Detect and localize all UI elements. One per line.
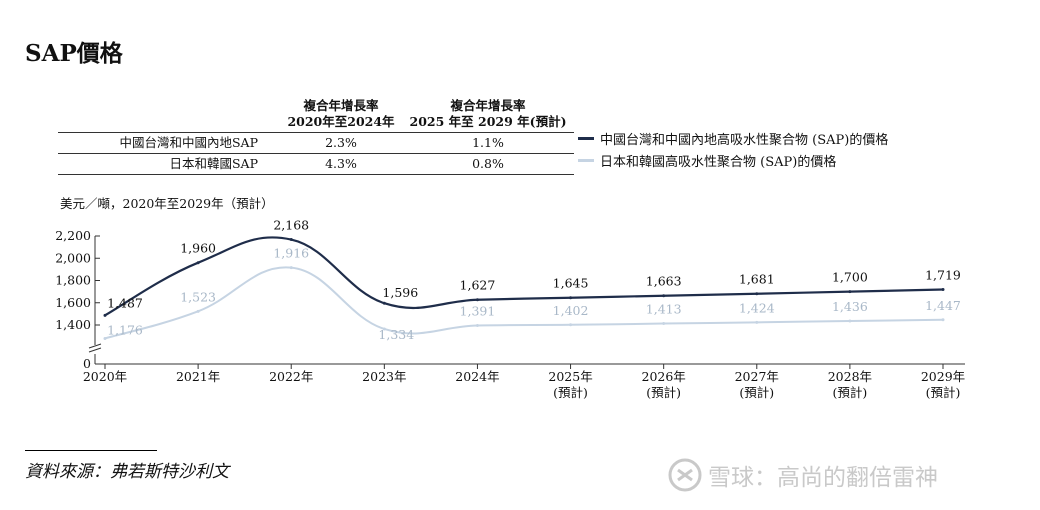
x-tick-label: 2021年 — [176, 369, 220, 384]
data-label: 1,645 — [553, 276, 589, 291]
data-label: 1,436 — [832, 299, 868, 314]
x-tick-label: (預計) — [926, 385, 961, 400]
series-line-1 — [104, 236, 944, 317]
table-row: 中國台灣和中國內地SAP 2.3% 1.1% — [58, 132, 574, 154]
legend-label-series-1: 中國台灣和中國內地高吸水性聚合物 (SAP)的價格 — [600, 132, 889, 148]
row-label: 中國台灣和中國內地SAP — [58, 132, 280, 154]
cagr-header-2020-2024: 複合年增長率 2020年至2024年 — [287, 98, 395, 129]
x-tick-label: 2029年 — [921, 369, 965, 384]
unit-label: 美元／噸，2020年至2029年（預計） — [60, 196, 274, 211]
y-tick-label: 2,000 — [55, 250, 91, 265]
source-note: 資料來源：弗若斯特沙利文 — [25, 462, 229, 482]
data-point — [941, 288, 945, 292]
data-point — [382, 327, 386, 331]
data-point — [196, 309, 200, 313]
data-point — [289, 266, 293, 270]
data-label: 1,402 — [553, 303, 589, 318]
x-tick-label: 2023年 — [362, 369, 406, 384]
data-point — [382, 301, 386, 305]
data-label: 1,596 — [382, 285, 418, 300]
data-label: 1,413 — [646, 302, 682, 317]
data-point — [103, 336, 107, 340]
x-tick-label: 2027年 — [735, 369, 779, 384]
table-row: 日本和韓國SAP 4.3% 0.8% — [58, 153, 574, 175]
y-tick-label: 1,400 — [55, 317, 91, 332]
data-label: 1,960 — [180, 241, 216, 256]
data-label: 1,700 — [832, 270, 868, 285]
y-tick-label: 2,200 — [55, 228, 91, 243]
chart-legend: 中國台灣和中國內地高吸水性聚合物 (SAP)的價格 日本和韓國高吸水性聚合物 (… — [578, 128, 888, 172]
data-point — [475, 324, 479, 328]
cagr-value: 1.1% — [402, 132, 574, 154]
source-divider — [25, 450, 157, 451]
legend-item-series-2: 日本和韓國高吸水性聚合物 (SAP)的價格 — [578, 150, 888, 170]
data-point — [569, 296, 573, 300]
x-tick-label: 2024年 — [455, 369, 499, 384]
x-tick-label: 2025年 — [548, 369, 592, 384]
data-point — [662, 294, 666, 298]
data-label: 1,719 — [925, 268, 961, 283]
x-tick-label: (預計) — [553, 385, 588, 400]
data-point — [848, 290, 852, 294]
watermark-text: 雪球：高尚的翻倍雷神 — [708, 465, 938, 491]
x-tick-label: (預計) — [739, 385, 774, 400]
data-label: 1,334 — [378, 327, 414, 342]
x-tick-label: 2020年 — [83, 369, 127, 384]
data-label: 1,424 — [739, 300, 775, 315]
x-tick-label: (預計) — [646, 385, 681, 400]
data-label: 1,447 — [925, 298, 961, 313]
legend-swatch-series-2 — [578, 158, 594, 162]
x-tick-label: 2022年 — [269, 369, 313, 384]
page-title: SAP價格 — [25, 40, 123, 67]
data-point — [475, 298, 479, 302]
y-tick-label: 1,600 — [55, 295, 91, 310]
y-tick-label: 1,800 — [55, 273, 91, 288]
data-label: 1,681 — [739, 272, 775, 287]
data-point — [103, 313, 107, 317]
data-point — [289, 238, 293, 242]
data-label: 1,487 — [107, 295, 143, 310]
data-label: 1,916 — [273, 246, 309, 261]
data-label: 1,663 — [646, 274, 682, 289]
data-label: 2,168 — [273, 218, 309, 233]
snowball-logo-icon — [668, 458, 702, 492]
data-point — [569, 323, 573, 327]
data-point — [662, 322, 666, 326]
data-point — [755, 320, 759, 324]
data-point — [848, 319, 852, 323]
y-tick-label: 0 — [83, 356, 91, 371]
data-point — [941, 318, 945, 322]
data-label: 1,627 — [460, 278, 496, 293]
cagr-value: 4.3% — [280, 153, 402, 175]
legend-swatch-series-1 — [578, 136, 594, 140]
cagr-table: 複合年增長率 2020年至2024年 複合年增長率 2025 年至 2029 年… — [58, 96, 574, 175]
legend-label-series-2: 日本和韓國高吸水性聚合物 (SAP)的價格 — [600, 154, 837, 170]
data-point — [755, 292, 759, 296]
x-tick-label: 2026年 — [642, 369, 686, 384]
cagr-header-2025-2029: 複合年增長率 2025 年至 2029 年(預計) — [409, 98, 567, 129]
data-label: 1,523 — [180, 289, 216, 304]
series-line-2 — [104, 266, 944, 340]
data-label: 1,176 — [107, 322, 143, 337]
data-label: 1,391 — [460, 304, 496, 319]
legend-item-series-1: 中國台灣和中國內地高吸水性聚合物 (SAP)的價格 — [578, 128, 888, 148]
axis-break-marker — [88, 343, 102, 353]
data-point — [196, 261, 200, 265]
watermark: 雪球：高尚的翻倍雷神 — [668, 458, 938, 492]
x-tick-label: 2028年 — [828, 369, 872, 384]
cagr-table-header-row: 複合年增長率 2020年至2024年 複合年增長率 2025 年至 2029 年… — [58, 96, 574, 133]
row-label: 日本和韓國SAP — [58, 153, 280, 175]
cagr-value: 0.8% — [402, 153, 574, 175]
cagr-value: 2.3% — [280, 132, 402, 154]
x-tick-label: (預計) — [833, 385, 868, 400]
